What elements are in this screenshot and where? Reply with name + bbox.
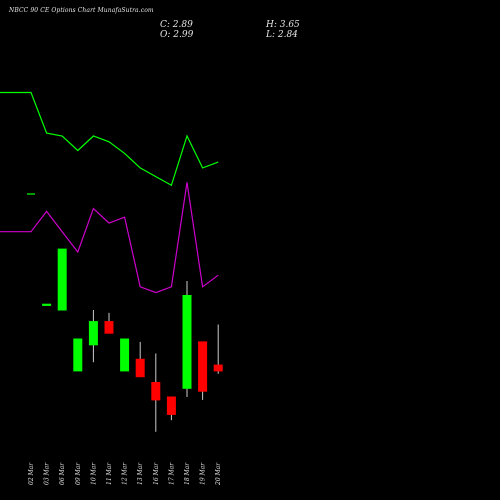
candle-body [166,396,176,415]
candle-body [42,303,52,306]
x-tick-label: 16 Mar [153,462,160,485]
candle-body [213,364,223,372]
high-value: H: 3.65 [266,20,300,30]
candle-body [198,341,208,392]
x-tick-label: 19 Mar [200,462,207,485]
candle-body [88,321,98,346]
candle-body [57,248,67,311]
candle-body [73,338,83,372]
x-tick-label: 09 Mar [75,462,82,485]
x-tick-label: 20 Mar [215,462,222,486]
x-tick-label: 13 Mar [137,462,144,485]
candle-body [135,358,145,378]
open-value: O: 2.99 [160,30,194,40]
close-value: C: 2.89 [160,20,193,30]
green-indicator-line [0,91,219,187]
x-tick-label: 18 Mar [184,462,191,485]
x-tick-label: 03 Mar [44,462,51,485]
chart-title: NBCC 90 CE Options Chart MunafaSutra.com [9,7,154,14]
x-tick-label: 12 Mar [122,462,129,485]
x-tick-label: 02 Mar [28,462,35,485]
x-tick-label: 06 Mar [59,462,66,485]
magenta-indicator-line [0,182,219,294]
x-tick-label: 17 Mar [168,462,175,485]
x-tick-label: 10 Mar [90,462,97,485]
candle-body [120,338,130,372]
x-tick-label: 11 Mar [106,462,113,485]
candle-body [182,295,192,389]
candle-body [151,382,161,401]
low-value: L: 2.84 [266,30,298,40]
candle-body [104,321,114,334]
